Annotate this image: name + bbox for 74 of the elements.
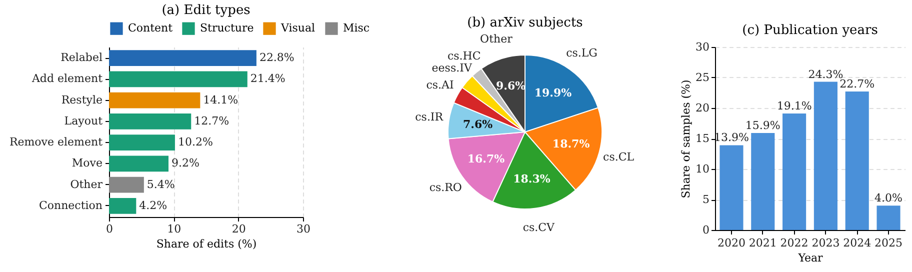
- y-tick-label: 5: [702, 193, 710, 206]
- slice-label: cs.AI: [426, 78, 454, 92]
- y-tick-label: 20: [696, 102, 710, 114]
- slice-label: eess.IV: [432, 61, 473, 74]
- x-tick-label: 20: [232, 222, 246, 236]
- data-label: 14.1%: [203, 93, 238, 106]
- bar: [814, 82, 838, 230]
- y-axis-title: Share of samples (%): [680, 80, 693, 198]
- x-tick-label: 2021: [748, 236, 777, 250]
- y-tick-label: 10: [696, 162, 710, 176]
- bar: [109, 50, 256, 66]
- data-label: 16.7%: [467, 152, 506, 166]
- chart-title: (c) Publication years: [742, 23, 878, 38]
- y-tick-label: Other: [70, 178, 104, 191]
- x-tick-label: 30: [296, 222, 310, 236]
- legend-label: Structure: [200, 22, 254, 35]
- data-label: 5.4%: [146, 178, 175, 191]
- bar: [109, 134, 175, 150]
- y-tick-label: Layout: [64, 114, 104, 128]
- bar: [720, 145, 744, 230]
- x-axis-title: Year: [797, 252, 824, 264]
- bar: [109, 156, 168, 172]
- data-label: 4.0%: [874, 192, 902, 205]
- chart-title: (a) Edit types: [162, 3, 250, 18]
- y-tick-label: 25: [696, 71, 710, 84]
- y-tick-label: Remove element: [9, 136, 104, 149]
- data-label: 19.9%: [534, 86, 572, 100]
- slice-label: cs.HC: [447, 49, 481, 62]
- data-label: 15.9%: [745, 119, 780, 132]
- y-tick-label: Restyle: [61, 93, 102, 106]
- legend-label: Visual: [280, 22, 316, 35]
- data-label: 10.2%: [178, 136, 213, 149]
- y-tick-label: Relabel: [60, 51, 103, 64]
- bar: [876, 206, 900, 230]
- x-tick-label: 10: [167, 222, 182, 236]
- bar: [109, 71, 248, 88]
- slice-label: cs.CL: [603, 150, 635, 164]
- y-tick-label: Move: [72, 156, 102, 170]
- bar: [782, 113, 806, 230]
- x-tick-label: 0: [106, 222, 113, 236]
- y-tick-label: 30: [696, 40, 710, 54]
- y-tick-label: Add element: [30, 72, 104, 86]
- data-label: 9.6%: [496, 79, 526, 92]
- data-label: 9.2%: [171, 156, 200, 170]
- bar: [845, 92, 869, 230]
- x-tick-label: 2022: [780, 236, 808, 250]
- data-label: 19.1%: [776, 99, 812, 112]
- x-tick-label: 2025: [874, 236, 903, 250]
- bar: [109, 198, 136, 214]
- legend-label: Misc: [343, 22, 370, 35]
- bar: [751, 133, 775, 230]
- x-axis-title: Share of edits (%): [156, 238, 257, 250]
- data-label: 4.2%: [139, 198, 168, 212]
- data-label: 18.3%: [513, 172, 551, 186]
- data-label: 12.7%: [194, 114, 230, 128]
- slice-label: Other: [480, 32, 514, 46]
- x-tick-label: 2020: [717, 236, 746, 250]
- slice-label: cs.LG: [566, 46, 598, 60]
- slice-label: cs.IR: [415, 110, 444, 124]
- slice-label: cs.CV: [522, 221, 556, 234]
- bar: [109, 92, 200, 108]
- x-tick-label: 2023: [812, 236, 840, 250]
- x-tick-label: 2024: [843, 236, 872, 250]
- bar: [109, 114, 192, 130]
- y-tick-label: Connection: [38, 198, 102, 212]
- y-tick-label: 15: [696, 132, 710, 145]
- data-label: 7.6%: [463, 118, 494, 131]
- legend-label: Content: [128, 22, 174, 35]
- data-label: 18.7%: [552, 138, 590, 151]
- data-label: 22.8%: [259, 51, 294, 64]
- data-label: 21.4%: [250, 72, 286, 86]
- slice-label: cs.RO: [429, 180, 462, 194]
- bar: [109, 176, 144, 193]
- chart-title: (b) arXiv subjects: [467, 15, 583, 30]
